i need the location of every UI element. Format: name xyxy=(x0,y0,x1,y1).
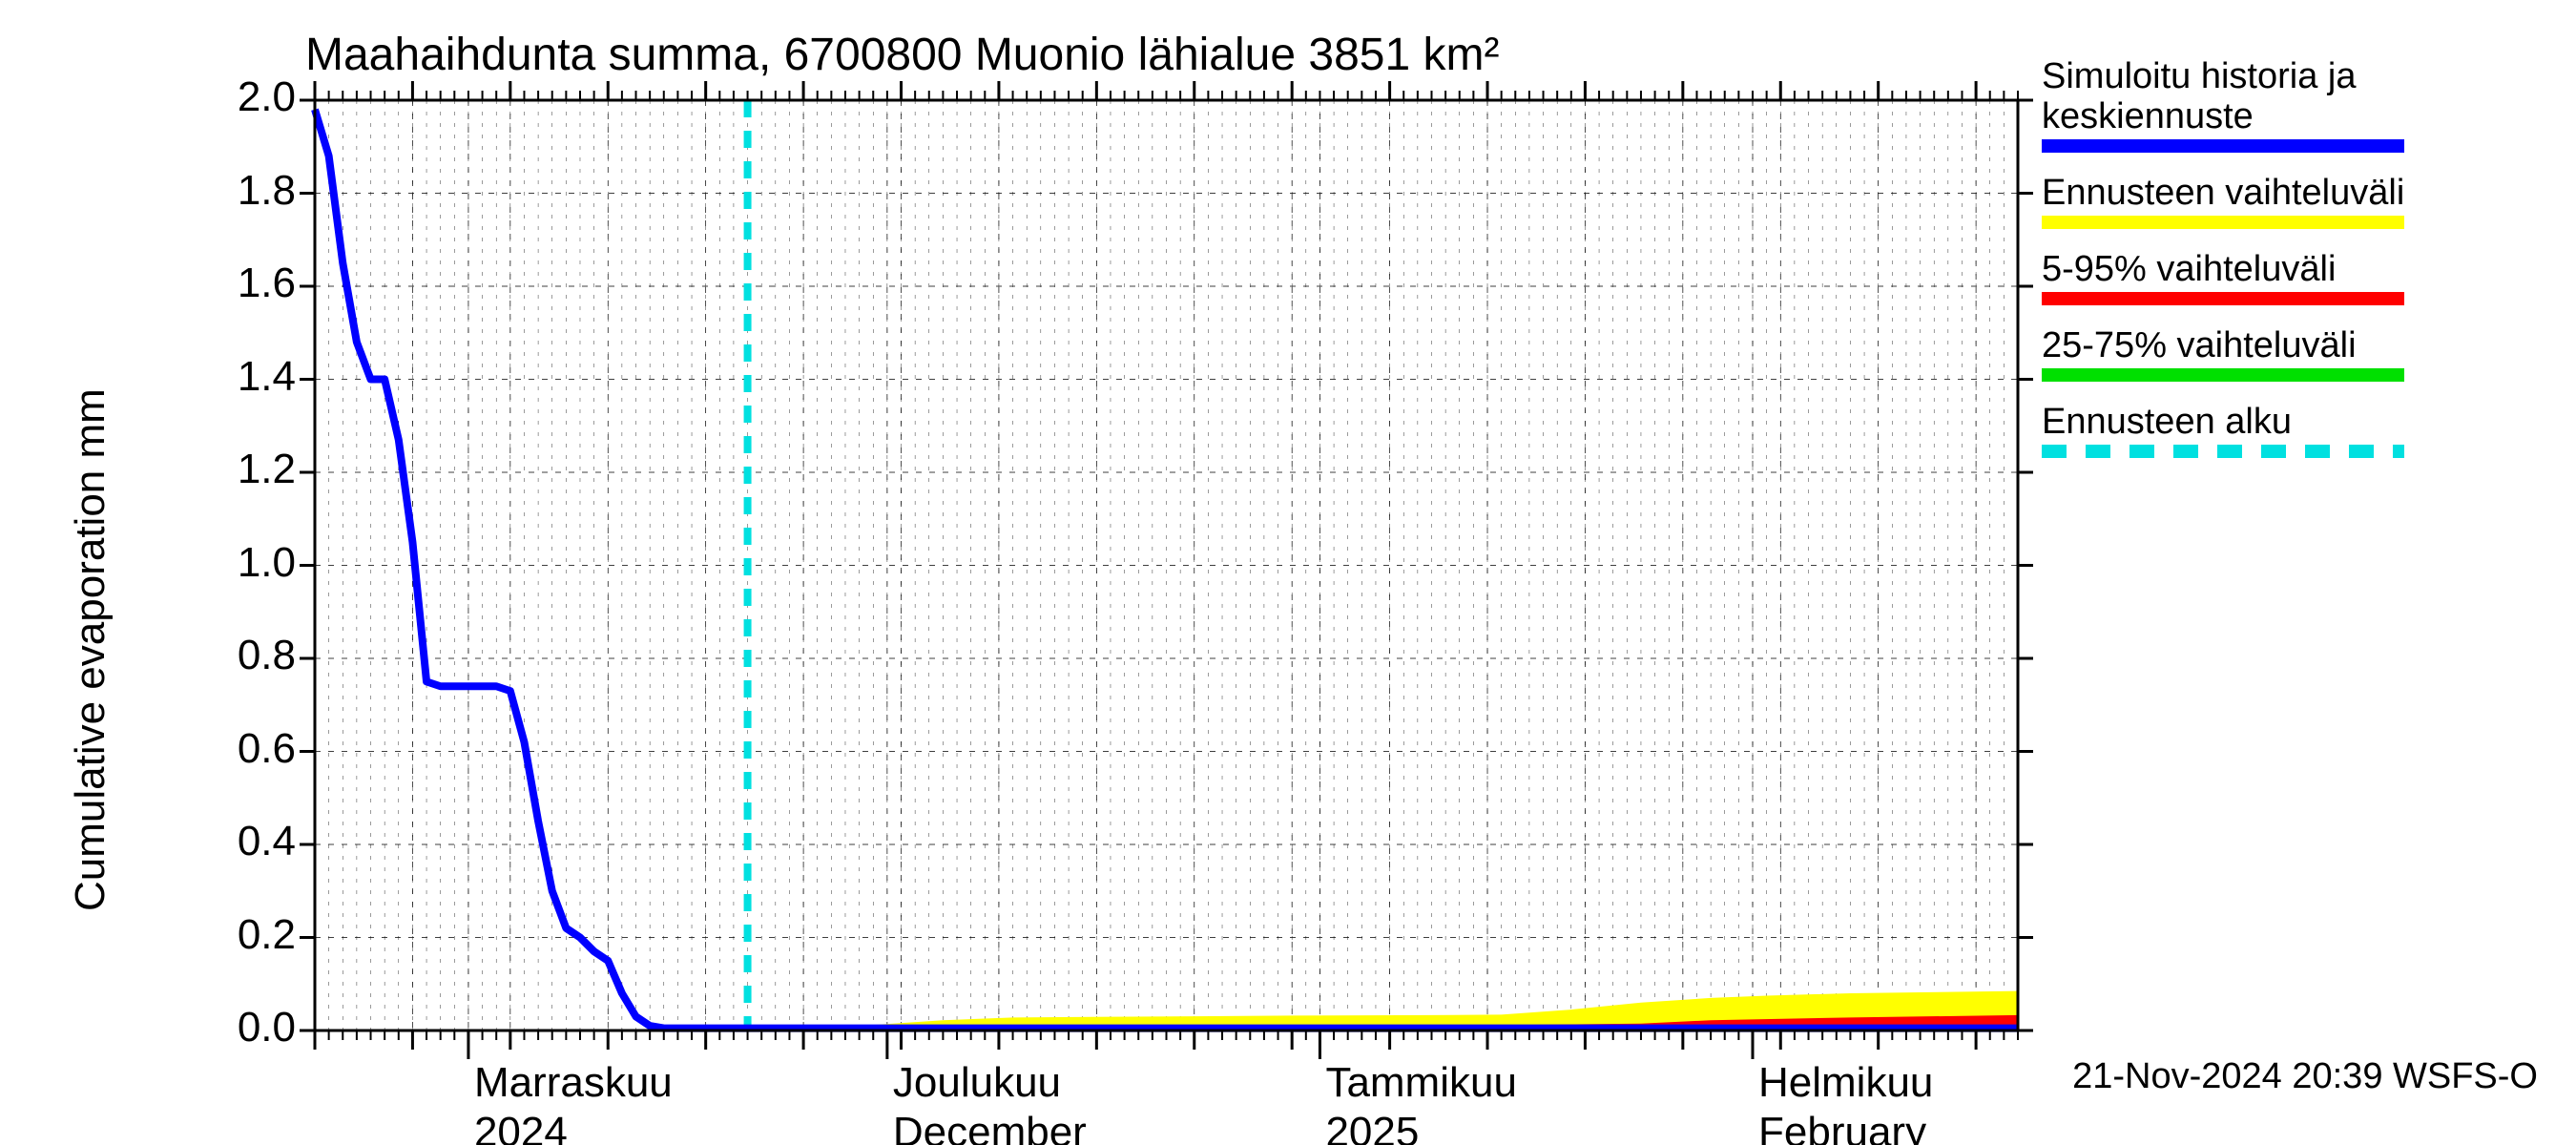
legend-label: Ennusteen alku xyxy=(2042,403,2292,443)
y-tick-label: 0.2 xyxy=(181,911,296,959)
y-tick-label: 1.0 xyxy=(181,539,296,587)
x-tick-label-bottom: December xyxy=(893,1109,1087,1145)
plot-area xyxy=(0,0,2576,1145)
legend-label: 5-95% vaihteluväli xyxy=(2042,250,2336,290)
legend-swatch xyxy=(2042,216,2404,229)
y-tick-label: 1.2 xyxy=(181,446,296,493)
y-tick-label: 2.0 xyxy=(181,73,296,121)
legend-swatch xyxy=(2042,139,2404,153)
y-tick-label: 0.6 xyxy=(181,725,296,773)
legend-label: Ennusteen vaihteluväli xyxy=(2042,174,2404,214)
legend-swatch xyxy=(2042,292,2404,305)
legend-swatch xyxy=(2042,445,2404,458)
legend-label: Simuloitu historia ja xyxy=(2042,57,2356,97)
legend-label: keskiennuste xyxy=(2042,97,2254,137)
x-tick-label-top: Helmikuu xyxy=(1758,1059,1933,1107)
y-tick-label: 0.8 xyxy=(181,632,296,679)
y-tick-label: 1.8 xyxy=(181,167,296,215)
x-tick-label-bottom: 2024 xyxy=(474,1109,568,1145)
legend-label: 25-75% vaihteluväli xyxy=(2042,326,2357,366)
x-tick-label-bottom: February xyxy=(1758,1109,1926,1145)
chart-container: Maahaihdunta summa, 6700800 Muonio lähia… xyxy=(0,0,2576,1145)
x-tick-label-top: Joulukuu xyxy=(893,1059,1061,1107)
x-tick-label-bottom: 2025 xyxy=(1325,1109,1419,1145)
x-tick-label-top: Marraskuu xyxy=(474,1059,673,1107)
legend-swatch xyxy=(2042,368,2404,382)
y-tick-label: 1.6 xyxy=(181,260,296,307)
y-tick-label: 0.0 xyxy=(181,1004,296,1051)
timestamp: 21-Nov-2024 20:39 WSFS-O xyxy=(2072,1056,2538,1097)
x-tick-label-top: Tammikuu xyxy=(1325,1059,1517,1107)
y-tick-label: 1.4 xyxy=(181,353,296,401)
y-tick-label: 0.4 xyxy=(181,818,296,865)
